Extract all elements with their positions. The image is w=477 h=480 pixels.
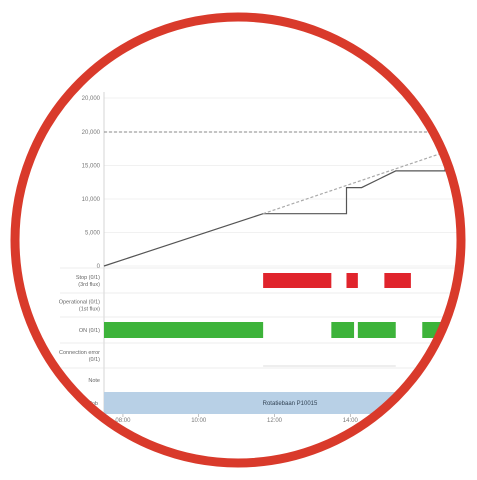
lane-label: (3rd flux) (78, 282, 100, 288)
state-lanes (104, 273, 460, 414)
y-tick-label: 20,000 (82, 130, 101, 136)
lane-label: (0/1) (89, 357, 100, 363)
y-tick-label: 15,000 (82, 164, 101, 170)
plot-area: 20,000 15,000 10,000 5,000 0 20,000 Stop (0/1)… (59, 92, 460, 424)
lane-label: Operational (0/1) (59, 300, 100, 306)
state-bar (346, 273, 358, 288)
axis-labels: 20,000 15,000 10,000 5,000 0 20,000 Stop (0/1)… (59, 96, 359, 424)
y-tick-label: 10,000 (82, 197, 101, 203)
lane-label: Connection error (59, 350, 100, 356)
shift-band (104, 392, 460, 414)
shift-label: Rotatiebaan P10015 (263, 401, 318, 407)
state-bar (263, 273, 332, 288)
grid-lines (60, 92, 460, 417)
state-bar (331, 322, 355, 338)
highlight-ring (10, 12, 466, 468)
state-bar (104, 322, 264, 338)
lane-label: Note (88, 378, 100, 384)
chart-marks (103, 131, 460, 267)
forecast-line (262, 151, 446, 215)
state-bar (384, 273, 411, 288)
y-tick-label: 0 (97, 264, 101, 270)
lane-label: ON (0/1) (79, 328, 100, 334)
x-tick-label: 10:00 (191, 418, 207, 424)
production-line (103, 152, 446, 267)
y-tick-label-top: 20,000 (82, 96, 101, 102)
state-bar (357, 322, 396, 338)
x-tick-label: 12:00 (267, 418, 283, 424)
x-tick-label: 08:00 (115, 418, 131, 424)
x-tick-label: 14:00 (343, 418, 359, 424)
lane-label: Stop (0/1) (76, 275, 100, 281)
lane-label: (1st flux) (79, 307, 100, 313)
y-tick-label: 5,000 (85, 231, 101, 237)
